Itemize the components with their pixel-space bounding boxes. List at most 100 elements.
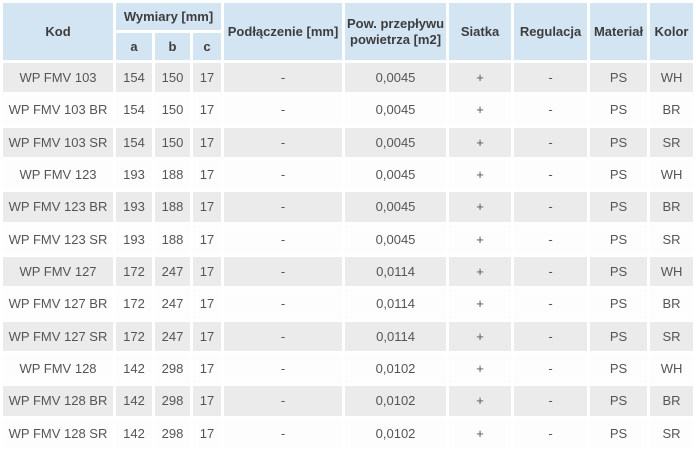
cell-pow: 0,0045 (345, 224, 447, 254)
cell-a: 154 (116, 95, 152, 125)
cell-c: 17 (193, 386, 222, 416)
cell-kod: WP FMV 103 (3, 63, 113, 93)
header-dim-a: a (116, 33, 152, 60)
table-row: WP FMV 128 SR 142 298 17-0,0102 + - PS SR (3, 418, 694, 448)
cell-kod: WP FMV 127 (3, 256, 113, 287)
cell-b: 150 (155, 127, 190, 157)
cell-b: 247 (155, 256, 190, 287)
cell-kolor: SR (650, 224, 694, 254)
table-row: WP FMV 123 193 188 17-0,0045 + - PS WH (3, 159, 694, 190)
cell-siatka: + (449, 353, 512, 384)
table-body: WP FMV 103 154 150 17-0,0045 + - PS WH WP FMV 10… (3, 63, 694, 448)
table-row: WP FMV 127 BR 172 247 17-0,0114 + - PS BR (3, 289, 694, 319)
cell-siatka: + (449, 63, 512, 93)
cell-kolor: BR (650, 95, 694, 125)
cell-kod: WP FMV 123 (3, 159, 113, 190)
cell-b: 247 (155, 289, 190, 319)
table-row: WP FMV 103 154 150 17-0,0045 + - PS WH (3, 63, 694, 93)
header-wymiary: Wymiary [mm] (116, 3, 222, 30)
cell-a: 172 (116, 256, 152, 287)
cell-regulacja: - (514, 386, 588, 416)
header-podlaczenie: Podłączenie [mm] (224, 3, 343, 60)
cell-pow: 0,0045 (345, 192, 447, 222)
cell-regulacja: - (514, 159, 588, 190)
header-material: Materiał (590, 3, 648, 60)
cell-kolor: WH (650, 256, 694, 287)
cell-kolor: SR (650, 321, 694, 351)
cell-podlaczenie: - (224, 159, 343, 190)
cell-c: 17 (193, 95, 222, 125)
cell-siatka: + (449, 256, 512, 287)
cell-podlaczenie: - (224, 256, 343, 287)
table-row: WP FMV 103 SR 154 150 17-0,0045 + - PS SR (3, 127, 694, 157)
cell-podlaczenie: - (224, 127, 343, 157)
cell-podlaczenie: - (224, 192, 343, 222)
cell-kolor: WH (650, 159, 694, 190)
cell-regulacja: - (514, 95, 588, 125)
cell-a: 142 (116, 353, 152, 384)
cell-kolor: BR (650, 289, 694, 319)
cell-pow: 0,0045 (345, 127, 447, 157)
cell-podlaczenie: - (224, 224, 343, 254)
cell-material: PS (590, 63, 648, 93)
cell-regulacja: - (514, 353, 588, 384)
cell-regulacja: - (514, 321, 588, 351)
cell-material: PS (590, 418, 648, 448)
cell-regulacja: - (514, 289, 588, 319)
cell-podlaczenie: - (224, 95, 343, 125)
cell-podlaczenie: - (224, 289, 343, 319)
header-row-dims: a b c (3, 33, 693, 60)
table-row: WP FMV 103 BR 154 150 17-0,0045 + - PS BR (3, 95, 694, 125)
header-row-top: Kod Wymiary [mm] Podłączenie [mm] Pow. p… (3, 3, 694, 60)
cell-kolor: BR (650, 386, 694, 416)
cell-a: 193 (116, 224, 152, 254)
cell-material: PS (590, 256, 648, 287)
cell-c: 17 (193, 159, 222, 190)
cell-c: 17 (193, 224, 222, 254)
header-regulacja: Regulacja (514, 3, 588, 60)
cell-c: 17 (193, 192, 222, 222)
table-row: WP FMV 123 BR 193 188 17-0,0045 + - PS BR (3, 192, 694, 222)
cell-c: 17 (193, 418, 222, 448)
cell-b: 150 (155, 95, 190, 125)
cell-siatka: + (449, 192, 512, 222)
cell-material: PS (590, 386, 648, 416)
cell-pow: 0,0102 (345, 353, 447, 384)
cell-pow: 0,0045 (345, 63, 447, 93)
cell-kod: WP FMV 128 BR (3, 386, 113, 416)
cell-kod: WP FMV 128 SR (3, 418, 113, 448)
table-row: WP FMV 128 BR 142 298 17-0,0102 + - PS BR (3, 386, 694, 416)
cell-a: 142 (116, 418, 152, 448)
cell-siatka: + (449, 289, 512, 319)
header-kolor: Kolor (650, 3, 694, 60)
cell-regulacja: - (514, 224, 588, 254)
cell-siatka: + (449, 127, 512, 157)
cell-a: 154 (116, 127, 152, 157)
cell-regulacja: - (514, 418, 588, 448)
cell-podlaczenie: - (224, 418, 343, 448)
table-header: Kod Wymiary [mm] Podłączenie [mm] Pow. p… (3, 3, 694, 60)
header-pow-przeplywu: Pow. przepływu powietrza [m2] (345, 3, 447, 60)
cell-kod: WP FMV 128 (3, 353, 113, 384)
cell-b: 150 (155, 63, 190, 93)
cell-pow: 0,0102 (345, 418, 447, 448)
table-row: WP FMV 128 142 298 17-0,0102 + - PS WH (3, 353, 694, 384)
cell-a: 172 (116, 321, 152, 351)
header-dim-c: c (193, 33, 222, 60)
cell-b: 188 (155, 159, 190, 190)
cell-podlaczenie: - (224, 321, 343, 351)
cell-material: PS (590, 321, 648, 351)
cell-kolor: SR (650, 418, 694, 448)
cell-regulacja: - (514, 63, 588, 93)
cell-pow: 0,0114 (345, 321, 447, 351)
cell-c: 17 (193, 353, 222, 384)
cell-c: 17 (193, 289, 222, 319)
cell-podlaczenie: - (224, 386, 343, 416)
cell-material: PS (590, 95, 648, 125)
cell-a: 172 (116, 289, 152, 319)
cell-pow: 0,0114 (345, 256, 447, 287)
cell-a: 154 (116, 63, 152, 93)
header-dim-b: b (155, 33, 190, 60)
cell-b: 188 (155, 192, 190, 222)
